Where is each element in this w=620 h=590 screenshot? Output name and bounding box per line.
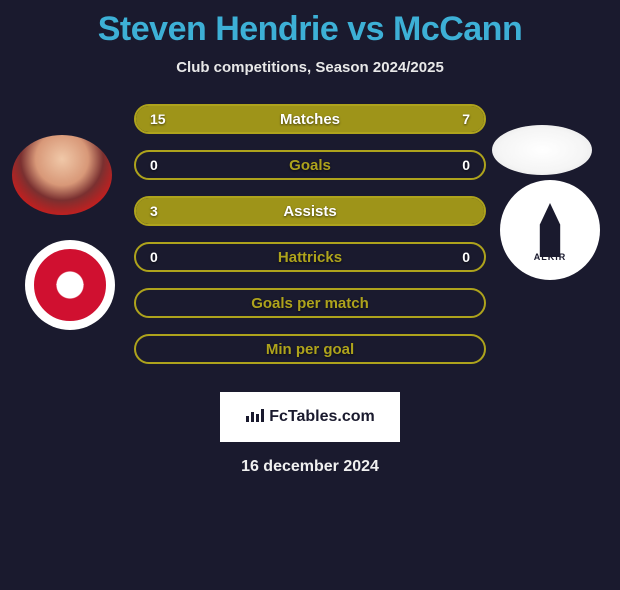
- brand-box[interactable]: FcTables.com: [220, 392, 400, 442]
- stat-row: 00Hattricks: [134, 242, 486, 272]
- stat-label: Min per goal: [136, 336, 484, 362]
- stat-label: Goals per match: [136, 290, 484, 316]
- stat-label: Hattricks: [136, 244, 484, 270]
- stat-label: Assists: [136, 198, 484, 224]
- comparison-subtitle: Club competitions, Season 2024/2025: [0, 59, 620, 76]
- player2-club-badge: ALKIR: [500, 180, 600, 280]
- club2-crest-icon: [533, 203, 567, 257]
- stat-row: Min per goal: [134, 334, 486, 364]
- comparison-date: 16 december 2024: [0, 458, 620, 476]
- stat-row: Goals per match: [134, 288, 486, 318]
- brand-text: FcTables.com: [269, 408, 375, 426]
- stat-bars-container: 157Matches 00Goals 3Assists 00Hattricks Goal…: [134, 104, 486, 380]
- stat-label: Matches: [136, 106, 484, 132]
- club2-crest-text: ALKIR: [534, 252, 567, 262]
- player2-avatar: [492, 125, 592, 175]
- comparison-title: Steven Hendrie vs McCann: [0, 10, 620, 49]
- stat-row: 00Goals: [134, 150, 486, 180]
- stat-row: 3Assists: [134, 196, 486, 226]
- stat-row: 157Matches: [134, 104, 486, 134]
- brand-chart-icon: [245, 407, 265, 428]
- player1-club-badge: [25, 240, 115, 330]
- club1-crest-icon: [34, 249, 106, 321]
- stat-label: Goals: [136, 152, 484, 178]
- player1-avatar: [12, 135, 112, 215]
